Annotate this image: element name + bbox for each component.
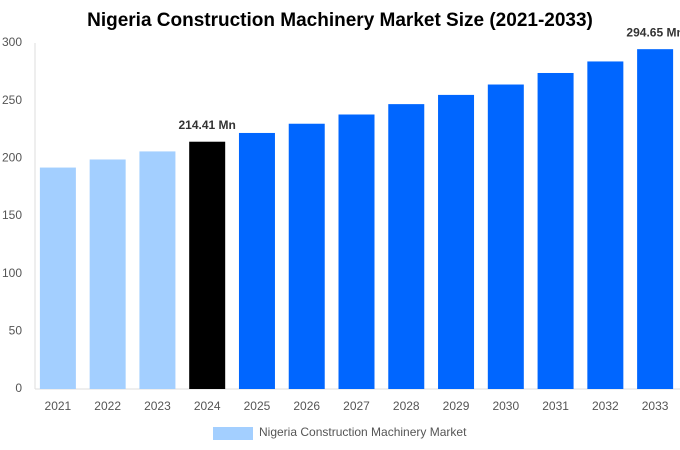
x-tick-label: 2023	[144, 399, 171, 413]
bar	[537, 72, 574, 389]
x-tick-label: 2030	[492, 399, 519, 413]
bar	[189, 141, 226, 389]
x-tick-label: 2021	[45, 399, 72, 413]
x-tick-label: 2033	[642, 399, 669, 413]
x-tick-label: 2027	[343, 399, 370, 413]
y-tick-label: 150	[2, 208, 22, 222]
bar	[89, 159, 126, 389]
x-tick-label: 2029	[443, 399, 470, 413]
y-tick-label: 0	[15, 381, 22, 395]
x-tick-label: 2032	[592, 399, 619, 413]
x-tick-label: 2031	[542, 399, 569, 413]
bar	[388, 104, 425, 390]
bar	[139, 151, 176, 389]
bar	[238, 132, 275, 389]
legend-label: Nigeria Construction Machinery Market	[259, 425, 467, 439]
y-tick-label: 300	[2, 35, 22, 49]
bar	[587, 61, 624, 389]
bar	[487, 84, 524, 390]
x-tick-label: 2026	[293, 399, 320, 413]
value-label: 294.65 Mn	[626, 25, 680, 39]
y-tick-label: 250	[2, 93, 22, 107]
bar	[288, 123, 325, 389]
legend-swatch	[213, 427, 253, 440]
bar	[338, 114, 375, 390]
x-tick-label: 2028	[393, 399, 420, 413]
y-tick-label: 200	[2, 151, 22, 165]
bar	[438, 94, 475, 390]
x-tick-label: 2024	[194, 399, 221, 413]
chart-title: Nigeria Construction Machinery Market Si…	[87, 10, 593, 31]
y-tick-label: 50	[9, 324, 23, 338]
x-tick-label: 2022	[94, 399, 121, 413]
value-label: 214.41 Mn	[179, 118, 236, 132]
bar	[637, 49, 674, 389]
y-tick-label: 100	[2, 266, 22, 280]
x-tick-label: 2025	[244, 399, 271, 413]
bar	[39, 167, 76, 389]
